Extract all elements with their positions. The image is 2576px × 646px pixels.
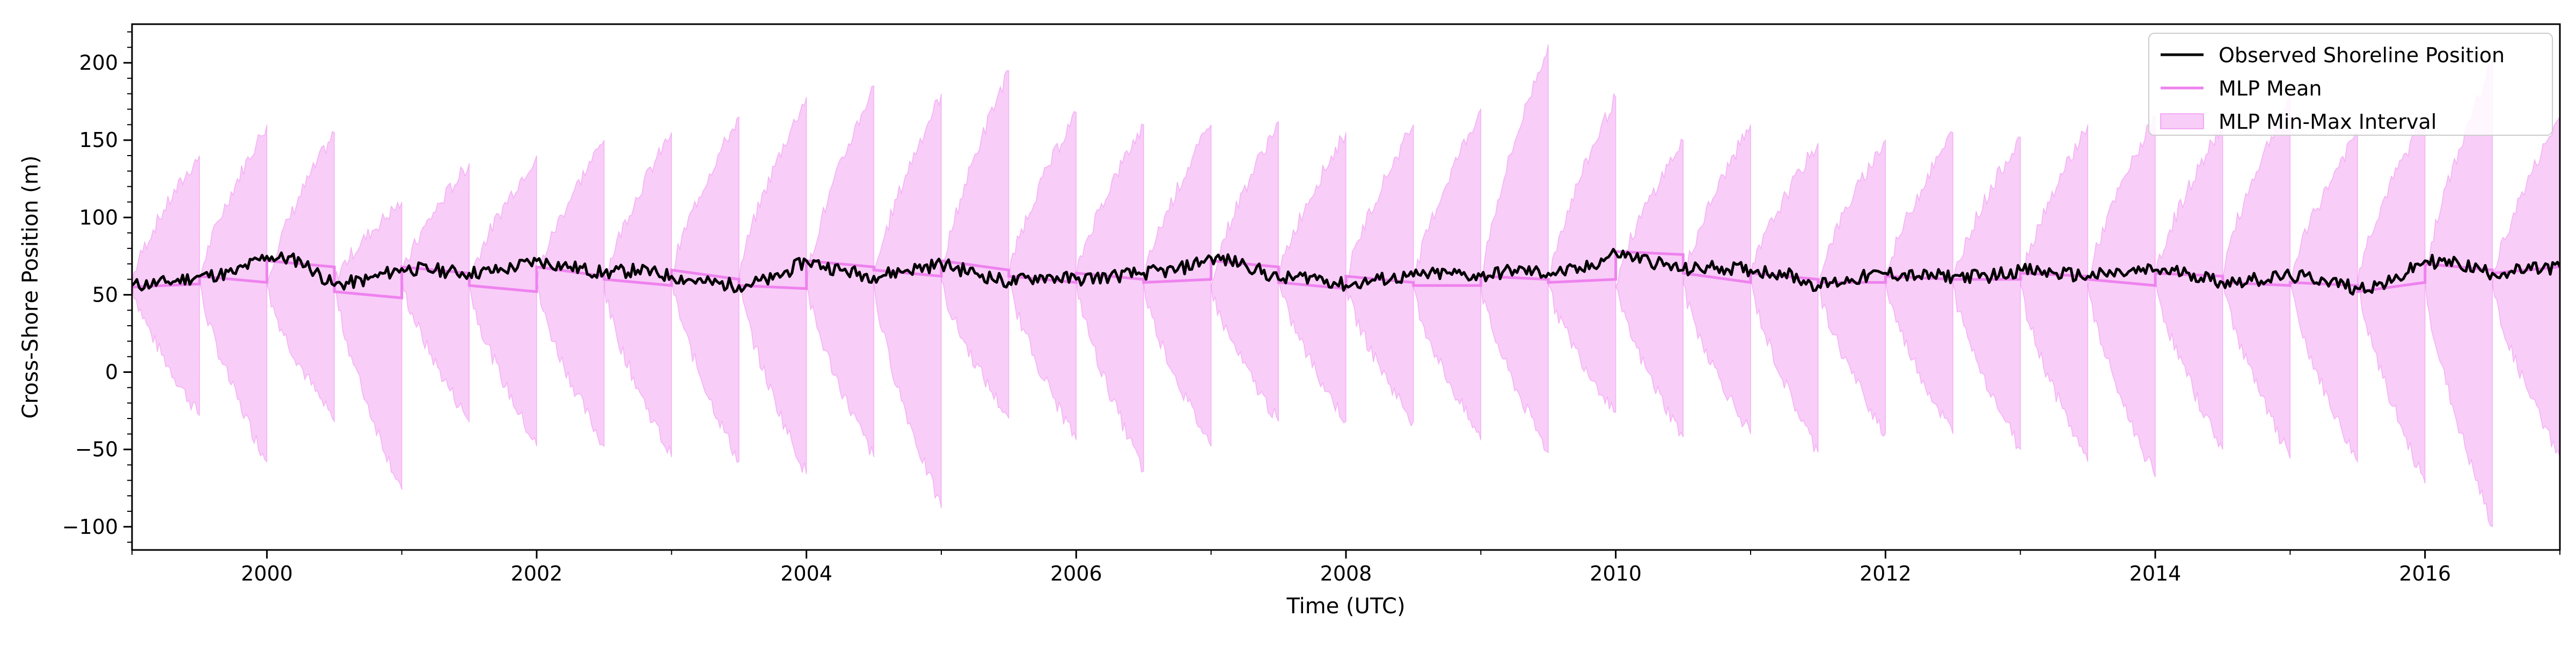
x-axis: 2000 2002 2004 2006 2008 2010 2012 2014 2016 xyxy=(131,550,2560,585)
y-axis-label: Cross-Shore Position (m) xyxy=(18,156,43,419)
y-tick-label: 0 xyxy=(105,361,118,384)
interval-segment xyxy=(1682,124,1751,434)
interval-segment xyxy=(2019,124,2089,462)
x-tick-label: 2014 xyxy=(2129,562,2182,585)
legend-label: MLP Min-Max Interval xyxy=(2219,110,2436,134)
interval-segment xyxy=(1817,139,1886,437)
legend-label: Observed Shoreline Position xyxy=(2219,43,2505,67)
interval-segment xyxy=(2087,115,2156,478)
legend-box xyxy=(2148,33,2553,136)
interval-segment xyxy=(1750,143,1819,453)
interval-segment xyxy=(941,70,1009,419)
interval-segment xyxy=(671,116,740,463)
x-axis-label: Time (UTC) xyxy=(1286,594,1405,619)
x-tick-label: 2002 xyxy=(511,562,563,585)
interval-segment xyxy=(401,163,470,423)
interval-segment xyxy=(2357,116,2426,484)
legend-label: MLP Mean xyxy=(2219,77,2322,100)
interval-segment xyxy=(1143,124,1212,447)
interval-band-layer xyxy=(132,44,2560,528)
interval-segment xyxy=(1615,138,1684,437)
x-tick-label: 2000 xyxy=(241,562,293,585)
interval-segment xyxy=(266,131,335,423)
x-tick-label: 2008 xyxy=(1320,562,1372,585)
interval-segment xyxy=(873,93,942,509)
interval-segment xyxy=(1952,136,2021,451)
y-tick-label: 50 xyxy=(92,283,118,306)
x-tick-label: 2012 xyxy=(1860,562,1912,585)
interval-segment xyxy=(2155,124,2223,450)
observed-shoreline-line xyxy=(132,248,2560,296)
interval-segment xyxy=(806,85,875,458)
x-tick-label: 2016 xyxy=(2399,562,2451,585)
x-tick-label: 2010 xyxy=(1590,562,1642,585)
x-tick-label: 2004 xyxy=(780,562,832,585)
legend: Observed Shoreline Position MLP Mean MLP M… xyxy=(2148,33,2553,136)
y-tick-label: 200 xyxy=(79,51,118,75)
interval-segment xyxy=(2492,116,2560,458)
interval-segment xyxy=(1885,131,1953,434)
y-tick-label: −50 xyxy=(75,438,118,461)
interval-segment xyxy=(1480,44,1549,453)
interval-segment xyxy=(199,124,268,463)
interval-segment xyxy=(603,132,672,458)
y-tick-label: 150 xyxy=(79,128,118,152)
interval-segment xyxy=(1210,121,1279,422)
interval-segment xyxy=(469,155,537,447)
series-line-layer xyxy=(132,248,2560,299)
y-tick-label: −100 xyxy=(62,515,118,539)
interval-segment xyxy=(1548,93,1616,413)
interval-segment xyxy=(1075,123,1144,473)
interval-segment xyxy=(1278,132,1346,424)
y-axis: −100 −50 0 50 100 150 200 xyxy=(62,31,132,543)
interval-segment xyxy=(334,201,402,490)
x-tick-label: 2006 xyxy=(1050,562,1102,585)
legend-swatch-interval xyxy=(2160,113,2204,129)
y-tick-label: 100 xyxy=(79,205,118,229)
interval-segment xyxy=(2424,62,2493,528)
interval-segment xyxy=(536,140,605,447)
mlp-mean-line xyxy=(132,250,2560,299)
interval-segment xyxy=(1413,107,1482,441)
interval-segment xyxy=(2289,131,2358,464)
